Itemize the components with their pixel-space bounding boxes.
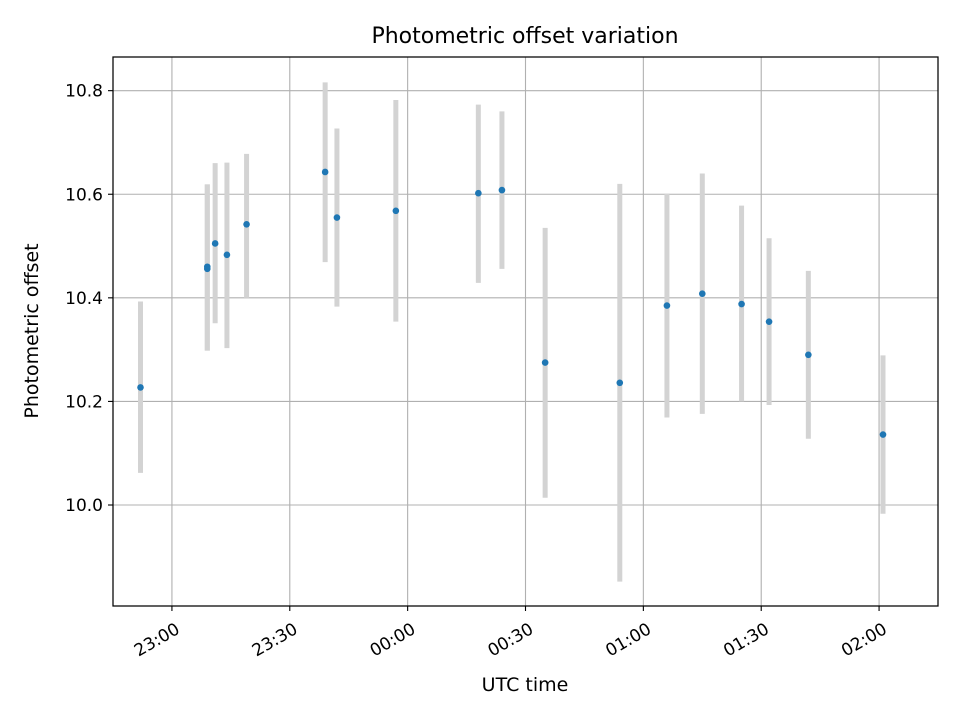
y-tick-label: 10.0 (65, 496, 103, 516)
data-point (475, 189, 482, 197)
data-point (203, 263, 211, 271)
y-tick-label: 10.2 (65, 392, 103, 412)
y-tick-label: 10.4 (65, 289, 103, 309)
data-point (879, 431, 887, 438)
data-point (211, 240, 219, 247)
data-point (616, 379, 624, 387)
data-point (498, 186, 506, 194)
data-point (698, 290, 706, 297)
y-tick-label: 10.6 (65, 185, 103, 205)
data-point (333, 214, 341, 221)
data-point (321, 168, 329, 176)
data-point (738, 300, 745, 308)
data-point (765, 318, 773, 325)
y-axis: 10.0 10.2 10.4 10.6 10.8 (65, 82, 113, 516)
x-axis-label: UTC time (482, 674, 569, 696)
data-points (137, 168, 887, 438)
y-axis-label: Photometric offset (21, 243, 43, 418)
data-point (805, 351, 812, 359)
chart-title: Photometric offset variation (371, 24, 678, 49)
data-point (541, 359, 549, 366)
y-tick-label: 10.8 (65, 82, 103, 102)
data-point (137, 384, 144, 391)
grid (113, 57, 938, 606)
data-point (392, 207, 400, 215)
data-point (663, 302, 671, 309)
data-point (243, 220, 250, 228)
data-point (223, 251, 231, 259)
